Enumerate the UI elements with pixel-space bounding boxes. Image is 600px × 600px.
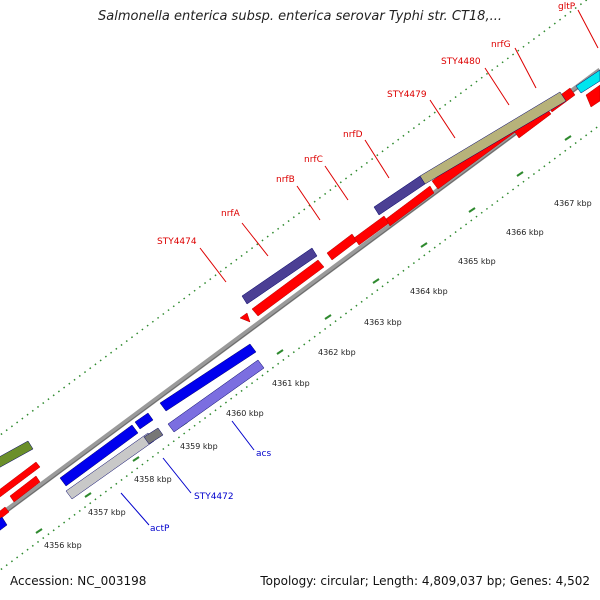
gene-label-nrfb[interactable]: nrfB	[276, 175, 295, 185]
gene-grey-dark[interactable]	[143, 427, 164, 445]
scale-label: 4360 kbp	[226, 409, 264, 418]
gene-red[interactable]	[585, 84, 600, 108]
gene-red[interactable]	[385, 185, 435, 227]
gene-label-nrfd[interactable]: nrfD	[343, 130, 363, 140]
topology-label: Topology: circular; Length: 4,809,037 bp…	[260, 574, 590, 588]
genome-backbone	[0, 67, 600, 519]
gene-label-sty4474[interactable]: STY4474	[157, 237, 197, 247]
gene-cyan[interactable]	[575, 69, 600, 94]
gene-blue[interactable]	[0, 516, 8, 534]
scale-label: 4367 kbp	[554, 199, 592, 208]
gene-green[interactable]	[0, 440, 34, 470]
gene-red[interactable]	[0, 461, 41, 498]
scale-label: 4363 kbp	[364, 318, 402, 327]
gene-blue[interactable]	[159, 343, 257, 412]
scale-label: 4366 kbp	[506, 228, 544, 237]
blue-genes	[0, 69, 600, 534]
scale-labels: 4356 kbp 4357 kbp 4358 kbp 4359 kbp 4360…	[44, 199, 592, 550]
gene-label-nrfg[interactable]: nrfG	[491, 40, 511, 50]
scale-label: 4358 kbp	[134, 475, 172, 484]
gene-label-sty4472[interactable]: STY4472	[194, 492, 234, 502]
scale-label: 4356 kbp	[44, 541, 82, 550]
gene-label-gltp[interactable]: gltP	[558, 2, 576, 12]
scale-label: 4365 kbp	[458, 257, 496, 266]
scale-label: 4357 kbp	[88, 508, 126, 517]
scale-label: 4364 kbp	[410, 287, 448, 296]
label-leaders	[199, 9, 599, 283]
scale-label: 4359 kbp	[180, 442, 218, 451]
scale-label: 4362 kbp	[318, 348, 356, 357]
gene-blue[interactable]	[134, 412, 154, 430]
gene-red[interactable]	[239, 312, 251, 323]
scale-major-ticks	[35, 135, 572, 534]
gene-olive[interactable]	[419, 91, 567, 185]
gene-blue[interactable]	[59, 424, 139, 487]
gene-red[interactable]	[0, 506, 10, 520]
gene-label-sty4479[interactable]: STY4479	[387, 90, 427, 100]
gene-lightblue[interactable]	[167, 359, 265, 433]
label-leaders-blue	[120, 420, 255, 526]
red-genes	[0, 84, 600, 520]
gene-labels: STY4474 nrfA nrfB nrfC nrfD STY4479 STY4…	[150, 2, 576, 534]
gene-red[interactable]	[9, 475, 41, 503]
gene-red[interactable]	[251, 259, 325, 317]
accession-label: Accession: NC_003198	[10, 574, 147, 588]
scale-label: 4361 kbp	[272, 379, 310, 388]
gene-label-actp[interactable]: actP	[150, 524, 170, 534]
gene-label-nrfc[interactable]: nrfC	[304, 155, 323, 165]
map-title: Salmonella enterica subsp. enterica sero…	[98, 9, 502, 24]
gene-label-nrfa[interactable]: nrfA	[221, 209, 241, 219]
gene-label-sty4480[interactable]: STY4480	[441, 57, 481, 67]
gene-label-acs[interactable]: acs	[256, 449, 271, 459]
gene-navy[interactable]	[241, 247, 318, 305]
